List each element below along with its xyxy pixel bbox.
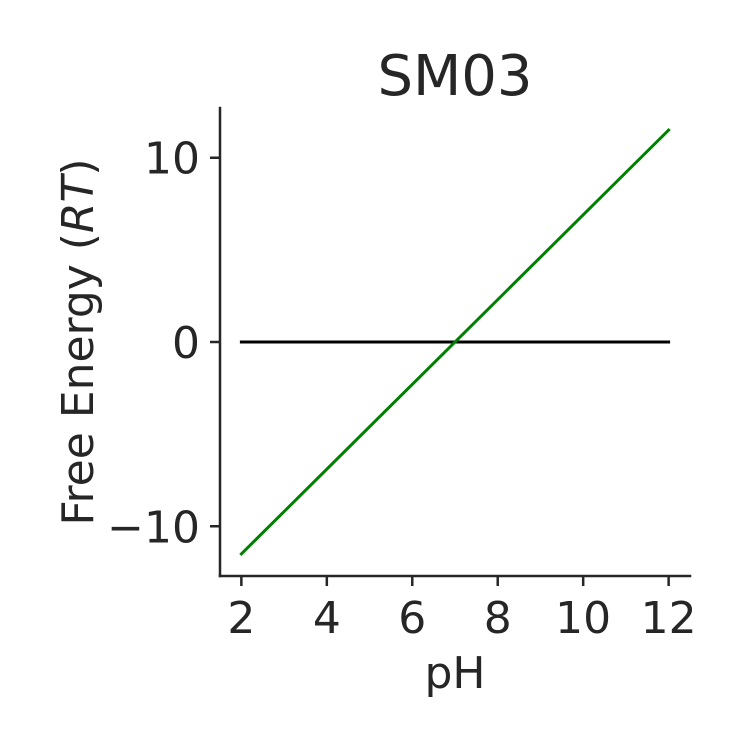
y-axis-label-italic: RT [53, 172, 104, 233]
x-tick-label: 6 [398, 593, 426, 644]
y-tick-label: −10 [107, 502, 200, 553]
series-line-2 [239, 127, 671, 557]
x-tick-label: 10 [555, 593, 611, 644]
x-tick-label: 12 [641, 593, 697, 644]
series-layer [239, 127, 671, 557]
y-axis-label-suffix: ) [53, 158, 104, 175]
x-tick-label: 8 [484, 593, 512, 644]
x-axis-label: pH [424, 648, 485, 699]
x-tick-label: 4 [313, 593, 341, 644]
y-axis-label-prefix: Free Energy ( [53, 233, 104, 526]
x-tick-label: 2 [227, 593, 255, 644]
ticks-layer: 2 4 6 8 10 12 −10 0 10 [107, 134, 696, 644]
y-tick-label: 0 [172, 318, 200, 369]
y-tick-label: 10 [144, 134, 200, 185]
chart-title: SM03 [377, 44, 532, 109]
y-axis-label: Free Energy (RT) [53, 158, 104, 525]
